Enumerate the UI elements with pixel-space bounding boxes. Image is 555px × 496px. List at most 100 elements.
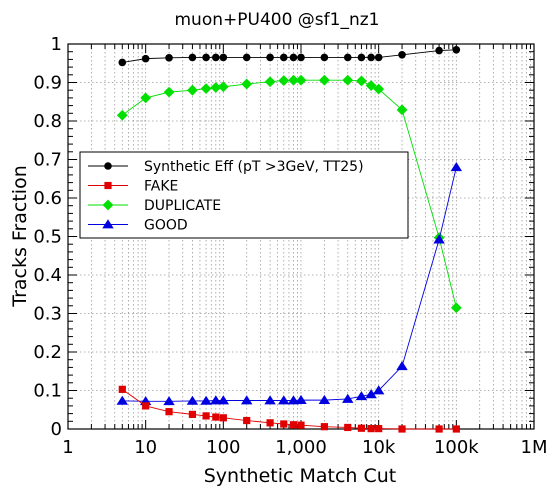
data-point <box>433 234 445 244</box>
data-point <box>398 50 406 59</box>
data-point <box>357 53 366 62</box>
data-point <box>365 80 377 91</box>
data-point <box>186 395 199 405</box>
series-duplicate <box>116 74 462 314</box>
y-tick-label: 0.4 <box>33 265 62 286</box>
data-point <box>188 410 197 418</box>
data-point <box>320 53 329 62</box>
legend-marker <box>102 219 114 229</box>
data-point <box>140 92 152 104</box>
data-point <box>342 393 354 403</box>
data-point <box>342 74 354 86</box>
data-point <box>450 162 463 172</box>
data-point <box>279 53 288 62</box>
data-point <box>266 419 274 427</box>
y-tick-label: 0.7 <box>33 150 62 171</box>
legend-marker <box>104 181 112 190</box>
series-good <box>116 162 463 406</box>
legend-label: GOOD <box>144 218 188 234</box>
y-tick-label: 0.3 <box>33 304 62 325</box>
y-tick-label: 0.8 <box>33 111 62 132</box>
data-point <box>142 402 150 410</box>
legend-label: FAKE <box>144 179 178 195</box>
data-point <box>264 76 276 88</box>
data-point <box>435 425 443 433</box>
data-point <box>278 75 290 86</box>
data-point <box>289 53 298 62</box>
data-point <box>343 53 352 62</box>
data-point <box>210 82 222 93</box>
data-point <box>241 78 253 90</box>
data-point <box>200 83 212 95</box>
x-axis-title: Synthetic Match Cut <box>204 465 397 487</box>
data-point <box>240 395 253 405</box>
data-point <box>297 53 305 62</box>
y-tick-label: 0.9 <box>33 73 62 94</box>
data-point <box>187 84 198 96</box>
data-point <box>355 391 368 401</box>
x-tick-label: 100k <box>434 437 479 458</box>
data-point <box>200 395 212 405</box>
data-point <box>210 395 222 405</box>
data-point <box>356 75 367 87</box>
data-point <box>219 414 227 422</box>
tick-labels: 0 0.1 0.2 0.3 0.4 0.5 0.6 0.7 0.8 0.9 1 1 10 100 1,000… <box>33 34 547 458</box>
legend-item-synthetic-eff-pt-3gev-tt25: Synthetic Eff (pT >3GeV, TT25) <box>88 159 364 175</box>
data-point <box>344 423 352 432</box>
series-group <box>116 45 463 433</box>
data-point <box>318 394 331 405</box>
data-point <box>202 53 210 62</box>
chart-title: muon+PU400 @sf1_nz1 <box>175 10 380 30</box>
x-tick-label: 1 <box>62 437 73 458</box>
legend: Synthetic Eff (pT >3GeV, TT25) FAKE DUPLIC… <box>79 151 409 239</box>
y-tick-label: 0.5 <box>33 227 62 248</box>
legend-box <box>79 151 409 239</box>
data-point <box>217 81 229 93</box>
data-point <box>243 416 251 425</box>
data-point <box>367 425 375 433</box>
data-point <box>163 396 175 406</box>
data-point <box>396 361 408 371</box>
data-point <box>452 425 460 433</box>
data-point <box>297 421 305 429</box>
data-point <box>367 53 375 62</box>
data-point <box>288 74 299 86</box>
data-point <box>219 53 228 62</box>
data-point <box>264 395 276 405</box>
legend-marker <box>104 162 112 170</box>
data-point <box>295 394 307 405</box>
data-point <box>242 53 251 62</box>
x-tick-label: 10 <box>134 437 157 458</box>
data-point <box>188 53 197 62</box>
data-point <box>116 109 128 121</box>
data-point <box>357 424 366 432</box>
data-point <box>320 423 328 431</box>
data-point <box>318 74 330 86</box>
data-point <box>375 425 383 433</box>
data-point <box>365 389 377 399</box>
series-synthetic-eff-pt-3gev-tt25 <box>118 45 461 67</box>
data-point <box>163 86 175 98</box>
data-point <box>373 83 385 95</box>
y-tick-label: 0 <box>51 419 62 440</box>
data-point <box>372 385 385 395</box>
data-point <box>212 53 220 62</box>
legend-marker <box>102 199 114 211</box>
legend-label: Synthetic Eff (pT >3GeV, TT25) <box>144 159 364 175</box>
data-point <box>266 53 274 62</box>
data-point <box>435 46 443 55</box>
data-point <box>287 395 300 405</box>
legend-item-good: GOOD <box>88 218 188 234</box>
data-point <box>165 54 173 62</box>
data-point <box>165 408 173 416</box>
y-tick-label: 1 <box>51 34 62 55</box>
x-tick-label: 10k <box>362 437 396 458</box>
data-point <box>450 302 462 314</box>
data-point <box>278 395 290 405</box>
data-point <box>212 413 220 421</box>
data-point <box>217 395 230 405</box>
x-tick-label: 100 <box>206 437 240 458</box>
data-point <box>118 58 127 67</box>
x-tick-label: 1,000 <box>275 437 327 458</box>
